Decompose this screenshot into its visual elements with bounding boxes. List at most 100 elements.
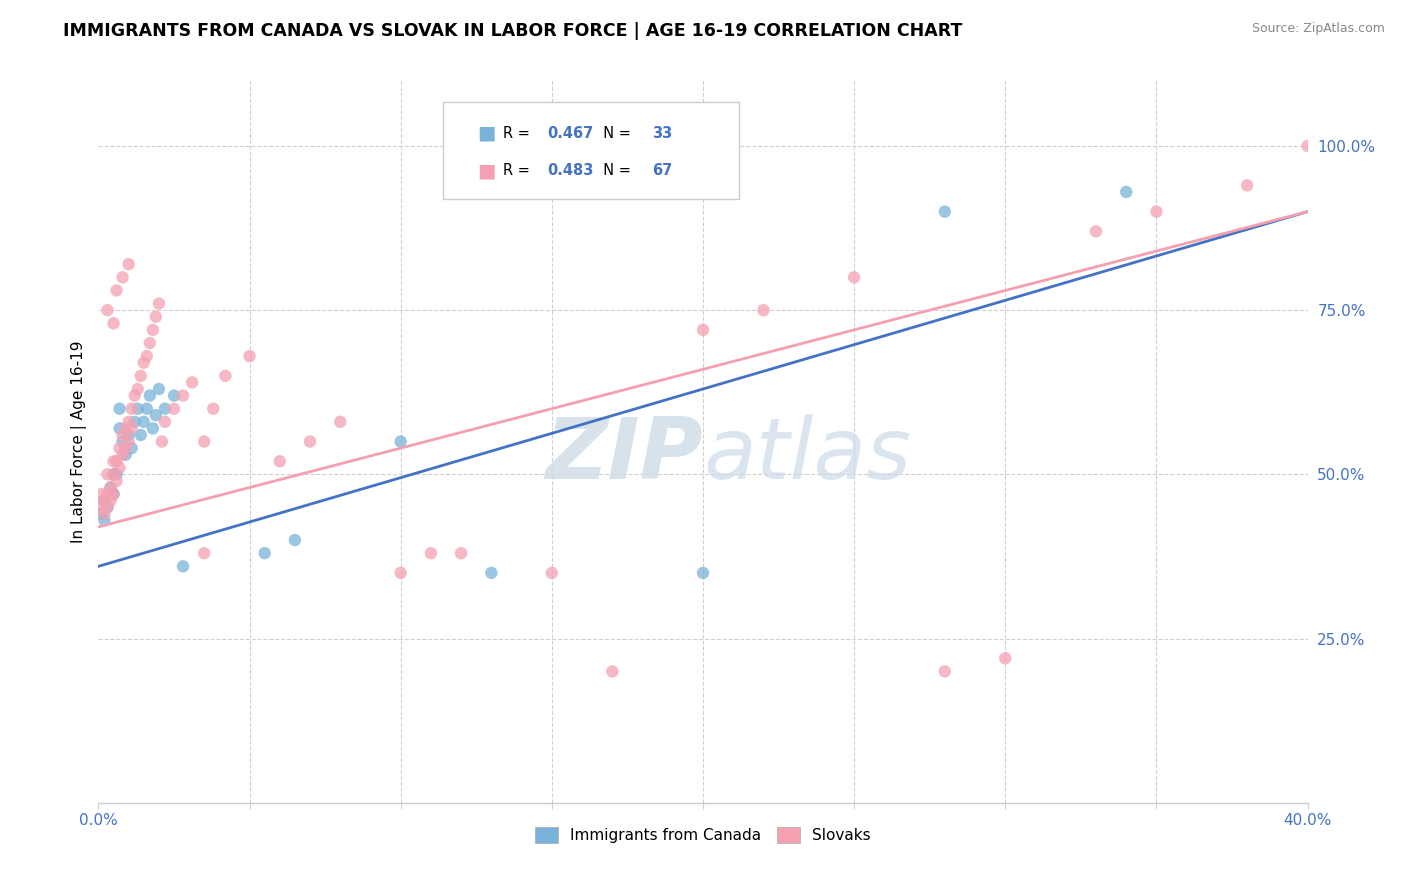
Text: 67: 67: [652, 163, 672, 178]
Point: [934, 665, 956, 679]
Point: [1357, 165, 1379, 179]
Point: [135, 401, 157, 416]
Point: [132, 415, 155, 429]
Text: ZIP: ZIP: [546, 415, 703, 498]
Point: [132, 356, 155, 370]
Text: R =: R =: [503, 126, 536, 141]
Point: [118, 257, 141, 271]
Point: [118, 415, 141, 429]
Point: [105, 284, 128, 298]
Point: [420, 546, 443, 560]
Point: [1296, 139, 1319, 153]
Point: [100, 481, 122, 495]
Point: [100, 481, 122, 495]
Point: [129, 368, 152, 383]
Point: [934, 204, 956, 219]
Point: [111, 428, 134, 442]
Point: [96, 303, 118, 318]
Point: [540, 566, 562, 580]
Point: [96, 500, 118, 515]
Point: [692, 323, 714, 337]
Point: [994, 651, 1017, 665]
Point: [118, 434, 141, 449]
Point: [389, 434, 412, 449]
Point: [127, 401, 149, 416]
Text: ■: ■: [477, 123, 495, 143]
Point: [93, 493, 115, 508]
Text: ■: ■: [477, 161, 495, 180]
Legend: Immigrants from Canada, Slovaks: Immigrants from Canada, Slovaks: [529, 822, 877, 849]
Point: [284, 533, 307, 547]
Text: 0.483: 0.483: [547, 163, 593, 178]
Point: [172, 388, 194, 402]
Point: [90, 507, 112, 521]
Point: [214, 368, 236, 383]
Point: [1236, 178, 1258, 193]
Y-axis label: In Labor Force | Age 16-19: In Labor Force | Age 16-19: [72, 340, 87, 543]
Point: [602, 665, 624, 679]
Point: [389, 566, 412, 580]
Point: [269, 454, 291, 468]
Point: [153, 415, 176, 429]
Point: [135, 349, 157, 363]
Point: [127, 382, 149, 396]
Point: [145, 409, 167, 423]
Text: 0.467: 0.467: [547, 126, 593, 141]
Point: [121, 441, 143, 455]
Point: [129, 428, 152, 442]
Point: [93, 507, 115, 521]
Point: [96, 467, 118, 482]
Point: [124, 415, 146, 429]
Text: IMMIGRANTS FROM CANADA VS SLOVAK IN LABOR FORCE | AGE 16-19 CORRELATION CHART: IMMIGRANTS FROM CANADA VS SLOVAK IN LABO…: [63, 22, 963, 40]
Point: [148, 382, 170, 396]
Point: [103, 316, 125, 330]
Point: [90, 487, 112, 501]
Point: [103, 467, 125, 482]
Point: [253, 546, 276, 560]
Point: [148, 296, 170, 310]
Text: N =: N =: [595, 126, 636, 141]
Point: [100, 493, 122, 508]
Point: [108, 460, 131, 475]
Point: [114, 448, 136, 462]
Point: [139, 388, 162, 402]
Point: [239, 349, 262, 363]
Point: [108, 421, 131, 435]
Point: [114, 441, 136, 455]
Point: [103, 487, 125, 501]
Text: 33: 33: [652, 126, 672, 141]
Point: [150, 434, 173, 449]
Text: R =: R =: [503, 163, 536, 178]
Point: [96, 487, 118, 501]
Point: [481, 566, 503, 580]
Point: [153, 401, 176, 416]
Point: [193, 434, 215, 449]
Point: [93, 513, 115, 527]
Point: [111, 270, 134, 285]
Point: [181, 376, 204, 390]
Point: [108, 441, 131, 455]
Point: [103, 467, 125, 482]
Point: [193, 546, 215, 560]
Point: [752, 303, 775, 318]
Point: [90, 500, 112, 515]
Point: [111, 448, 134, 462]
Point: [114, 421, 136, 435]
Point: [111, 434, 134, 449]
Text: N =: N =: [595, 163, 636, 178]
Text: atlas: atlas: [703, 415, 911, 498]
Point: [142, 323, 165, 337]
Point: [299, 434, 322, 449]
Point: [329, 415, 352, 429]
Point: [202, 401, 225, 416]
Point: [103, 487, 125, 501]
Point: [124, 388, 146, 402]
Point: [139, 336, 162, 351]
Point: [108, 401, 131, 416]
Point: [121, 421, 143, 435]
Point: [103, 454, 125, 468]
Point: [1386, 178, 1406, 193]
Point: [142, 421, 165, 435]
Point: [163, 388, 186, 402]
Point: [145, 310, 167, 324]
